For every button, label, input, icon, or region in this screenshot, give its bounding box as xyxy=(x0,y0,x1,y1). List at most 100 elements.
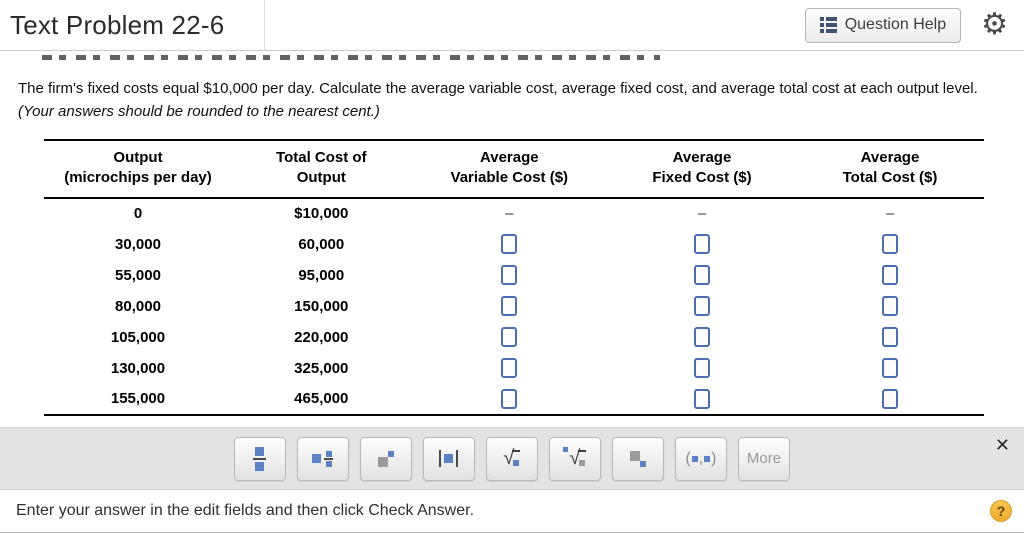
avg-total-cost-cell xyxy=(796,353,984,384)
nth-root-icon: √ xyxy=(563,446,587,469)
question-help-button[interactable]: Question Help xyxy=(804,7,962,43)
subscript-icon xyxy=(629,450,646,467)
avg-total-cost-input[interactable] xyxy=(881,358,898,378)
avg-total-cost-cell xyxy=(796,260,984,291)
avg-fixed-cost-cell xyxy=(608,322,796,353)
avg-fixed-cost-cell xyxy=(608,229,796,260)
avg-fixed-cost-cell xyxy=(608,260,796,291)
total-cost-cell: 220,000 xyxy=(294,328,349,346)
more-label: More xyxy=(746,450,782,467)
avg-variable-cost-cell: – xyxy=(505,205,514,222)
avg-variable-cost-input[interactable] xyxy=(501,296,518,316)
help-icon[interactable]: ? xyxy=(990,500,1012,522)
output-cell: 80,000 xyxy=(115,297,161,315)
avg-variable-cost-cell xyxy=(411,353,608,384)
output-cell: 105,000 xyxy=(110,328,166,346)
absolute-value-button[interactable] xyxy=(422,436,475,481)
table-row: 55,000 95,000 xyxy=(44,260,984,291)
table-row: 30,000 60,000 xyxy=(44,229,984,260)
avg-variable-cost-input[interactable] xyxy=(501,358,518,378)
table-row: 130,000 325,000 xyxy=(44,353,984,384)
avg-variable-cost-cell xyxy=(411,384,608,415)
col-header-avg-fixed-cost: Average Fixed Cost ($) xyxy=(607,140,796,199)
output-cell: 155,000 xyxy=(110,390,166,407)
avg-fixed-cost-cell xyxy=(608,384,796,415)
total-cost-cell: 60,000 xyxy=(298,235,345,253)
avg-fixed-cost-cell xyxy=(608,291,796,322)
avg-total-cost-input[interactable] xyxy=(881,296,898,316)
avg-total-cost-cell xyxy=(796,322,984,353)
avg-variable-cost-cell xyxy=(411,322,608,353)
mixed-number-icon xyxy=(312,450,334,467)
output-cell: 0 xyxy=(133,205,143,222)
total-cost-cell: 95,000 xyxy=(298,266,345,284)
total-cost-cell: $10,000 xyxy=(294,205,349,222)
avg-variable-cost-input[interactable] xyxy=(501,388,518,409)
avg-total-cost-cell xyxy=(796,384,984,415)
output-cell: 30,000 xyxy=(115,235,161,253)
nth-root-button[interactable]: √ xyxy=(548,436,601,481)
total-cost-cell: 325,000 xyxy=(294,359,349,377)
square-root-icon: √ xyxy=(503,448,521,469)
table-row: 0 $10,000 – – – xyxy=(44,198,984,229)
col-header-output: Output (microchips per day) xyxy=(44,140,232,199)
interval-icon: (,) xyxy=(685,449,717,467)
avg-variable-cost-cell xyxy=(411,291,608,322)
avg-variable-cost-cell xyxy=(411,260,608,291)
table-header-row: Output (microchips per day) Total Cost of… xyxy=(44,140,984,199)
problem-note-italic: (Your answers should be rounded to the n… xyxy=(18,102,380,120)
avg-fixed-cost-input[interactable] xyxy=(693,265,710,285)
math-palette: √ √ (,) More xyxy=(0,428,1024,489)
avg-fixed-cost-input[interactable] xyxy=(693,234,710,254)
output-cell: 130,000 xyxy=(110,359,166,377)
avg-variable-cost-cell xyxy=(411,229,608,260)
output-cell: 55,000 xyxy=(115,266,161,284)
close-icon[interactable]: ✕ xyxy=(994,435,1010,455)
avg-variable-cost-input[interactable] xyxy=(501,265,518,285)
top-bar: Text Problem 22-6 Question Help ⚙ xyxy=(0,0,1024,51)
more-button[interactable]: More xyxy=(737,436,791,481)
subscript-button[interactable] xyxy=(611,436,664,481)
table-row: 155,000 465,000 xyxy=(44,384,984,415)
page-title: Text Problem 22-6 xyxy=(10,9,225,40)
fraction-icon xyxy=(253,446,267,471)
avg-fixed-cost-input[interactable] xyxy=(693,358,710,378)
avg-fixed-cost-input[interactable] xyxy=(693,388,710,409)
total-cost-cell: 465,000 xyxy=(294,390,349,407)
avg-total-cost-cell xyxy=(796,229,984,260)
interval-button[interactable]: (,) xyxy=(674,436,727,481)
table-row: 105,000 220,000 xyxy=(44,322,984,353)
exponent-button[interactable] xyxy=(359,436,412,481)
col-header-avg-total-cost: Average Total Cost ($) xyxy=(795,140,984,199)
question-help-label: Question Help xyxy=(844,16,947,33)
footer-bar: Enter your answer in the edit fields and… xyxy=(0,489,1024,532)
problem-sentence: The firm's fixed costs equal $10,000 per… xyxy=(18,80,978,97)
avg-total-cost-cell xyxy=(796,291,984,322)
avg-variable-cost-input[interactable] xyxy=(501,234,518,254)
avg-total-cost-input[interactable] xyxy=(881,327,898,347)
col-header-avg-variable-cost: Average Variable Cost ($) xyxy=(410,140,608,199)
avg-fixed-cost-input[interactable] xyxy=(693,296,710,316)
avg-fixed-cost-cell: – xyxy=(697,205,707,222)
list-icon xyxy=(819,17,837,33)
problem-text: The firm's fixed costs equal $10,000 per… xyxy=(18,78,994,123)
gear-icon[interactable]: ⚙ xyxy=(981,8,1008,41)
clipped-text-remnant xyxy=(42,55,660,60)
fraction-button[interactable] xyxy=(233,436,286,481)
avg-fixed-cost-input[interactable] xyxy=(693,327,710,347)
footer-instruction: Enter your answer in the edit fields and… xyxy=(16,502,475,519)
avg-total-cost-input[interactable] xyxy=(881,234,898,254)
mixed-number-button[interactable] xyxy=(296,436,349,481)
avg-total-cost-input[interactable] xyxy=(881,265,898,285)
square-root-button[interactable]: √ xyxy=(485,436,538,481)
total-cost-cell: 150,000 xyxy=(294,297,349,315)
avg-fixed-cost-cell xyxy=(608,353,796,384)
table-row: 80,000 150,000 xyxy=(44,291,984,322)
absolute-value-icon xyxy=(439,450,459,467)
avg-total-cost-input[interactable] xyxy=(881,388,898,409)
exponent-icon xyxy=(377,450,394,467)
math-palette-toolbar: √ √ (,) More ✕ xyxy=(0,427,1024,489)
avg-variable-cost-input[interactable] xyxy=(501,327,518,347)
cost-table-container: Output (microchips per day) Total Cost of… xyxy=(44,139,984,416)
